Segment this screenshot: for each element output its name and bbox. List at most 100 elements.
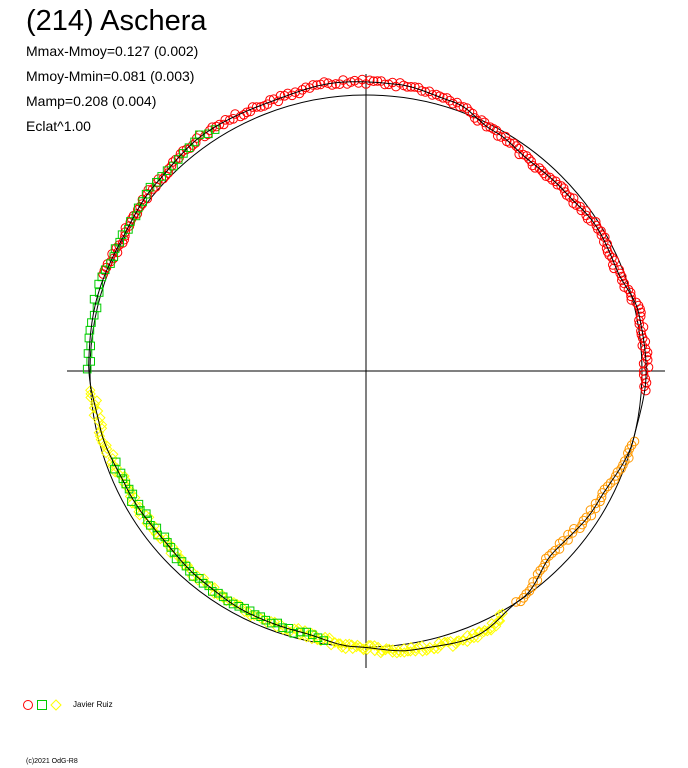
data-point-circle: [509, 138, 519, 149]
data-point-diamond: [439, 636, 450, 648]
data-point-circle: [452, 97, 462, 108]
data-point-diamond: [108, 449, 119, 460]
legend-label: Javier Ruiz: [73, 700, 113, 709]
data-point-square: [89, 310, 99, 320]
data-point-circle: [636, 329, 647, 340]
data-point-square: [289, 629, 299, 638]
data-point-diamond: [85, 388, 96, 400]
data-point-diamond: [324, 632, 335, 643]
data-point-circle: [398, 80, 409, 91]
data-point-circle: [568, 198, 579, 208]
data-point-diamond: [398, 643, 410, 654]
data-point-diamond: [494, 615, 506, 627]
data-point-square: [143, 515, 152, 525]
fitted-curve: [88, 81, 647, 652]
data-point-diamond: [365, 639, 377, 651]
data-point-circle: [563, 535, 573, 545]
data-point-diamond: [375, 647, 387, 659]
data-point-diamond: [482, 625, 493, 637]
data-point-circle: [464, 106, 475, 117]
data-point-square: [162, 166, 172, 175]
data-point-square: [302, 627, 311, 637]
data-point-diamond: [334, 638, 346, 649]
data-point-circle: [569, 524, 579, 534]
data-point-diamond: [432, 643, 444, 655]
data-point-diamond: [453, 635, 465, 646]
data-point-circle: [617, 275, 627, 286]
data-point-diamond: [192, 575, 204, 586]
data-point-square: [82, 364, 92, 374]
data-point-circle: [601, 243, 612, 254]
data-point-circle: [334, 79, 345, 89]
data-point-diamond: [340, 643, 351, 655]
data-point-circle: [279, 91, 290, 101]
data-point-circle: [445, 95, 455, 106]
data-point-circle: [304, 83, 315, 93]
data-point-diamond: [435, 640, 447, 651]
data-point-square: [169, 548, 179, 557]
data-point-circle: [372, 76, 383, 86]
data-point-square: [173, 155, 183, 164]
data-point-circle: [626, 291, 636, 302]
data-point-square: [106, 259, 115, 268]
data-point-square: [223, 596, 233, 606]
data-point-square: [169, 161, 178, 171]
data-point-circle: [629, 436, 640, 447]
data-point-square: [152, 178, 161, 187]
data-point-diamond: [91, 395, 103, 406]
data-point-circle: [581, 512, 592, 523]
data-point-circle: [602, 481, 613, 492]
data-point-circle: [532, 575, 543, 586]
data-point-circle: [406, 82, 416, 92]
data-point-circle: [590, 498, 601, 509]
data-point-circle: [591, 220, 602, 231]
data-point-square: [115, 237, 125, 247]
data-point-square: [138, 197, 147, 206]
data-point-circle: [524, 153, 534, 164]
data-point-square: [228, 599, 238, 609]
data-point-circle: [578, 515, 589, 526]
data-point-circle: [634, 319, 645, 329]
data-point-square: [94, 279, 104, 289]
data-point-square: [234, 602, 244, 611]
data-point-circle: [554, 544, 565, 554]
data-point-square: [296, 627, 305, 637]
data-point-circle: [420, 87, 431, 97]
data-point-circle: [467, 108, 478, 119]
data-point-circle: [623, 448, 633, 458]
data-point-circle: [331, 79, 341, 89]
data-point-circle: [120, 227, 131, 237]
data-point-diamond: [106, 457, 117, 468]
data-point-circle: [554, 538, 565, 549]
data-point-circle: [308, 80, 318, 90]
data-point-square: [266, 618, 276, 628]
data-point-diamond: [88, 402, 100, 414]
data-point-diamond: [101, 443, 113, 455]
data-point-circle: [565, 192, 575, 202]
data-point-circle: [511, 597, 521, 607]
data-point-diamond: [473, 626, 485, 638]
data-point-diamond: [95, 434, 107, 445]
stat-mmoy-mmin: Mmoy-Mmin=0.081 (0.003): [26, 68, 195, 84]
data-point-circle: [224, 115, 235, 125]
data-point-square: [118, 474, 128, 483]
credit-text: (c)2021 OdG-R8: [26, 758, 78, 765]
data-point-diamond: [358, 644, 369, 656]
data-point-diamond: [133, 506, 144, 517]
data-point-circle: [567, 528, 578, 538]
data-point-square: [190, 137, 199, 147]
data-point-circle: [642, 355, 653, 365]
data-point-circle: [220, 115, 231, 125]
data-point-circle: [515, 596, 526, 607]
data-point-circle: [599, 237, 609, 247]
chart-title: (214) Aschera: [26, 5, 207, 37]
data-point-circle: [472, 116, 483, 126]
data-point-circle: [469, 113, 480, 123]
legend-marker-square: [37, 700, 47, 710]
data-point-diamond: [393, 645, 404, 656]
data-point-square: [124, 225, 133, 234]
legend-marker-circle: [23, 700, 33, 710]
data-point-diamond: [369, 645, 381, 657]
data-point-circle: [571, 200, 582, 210]
